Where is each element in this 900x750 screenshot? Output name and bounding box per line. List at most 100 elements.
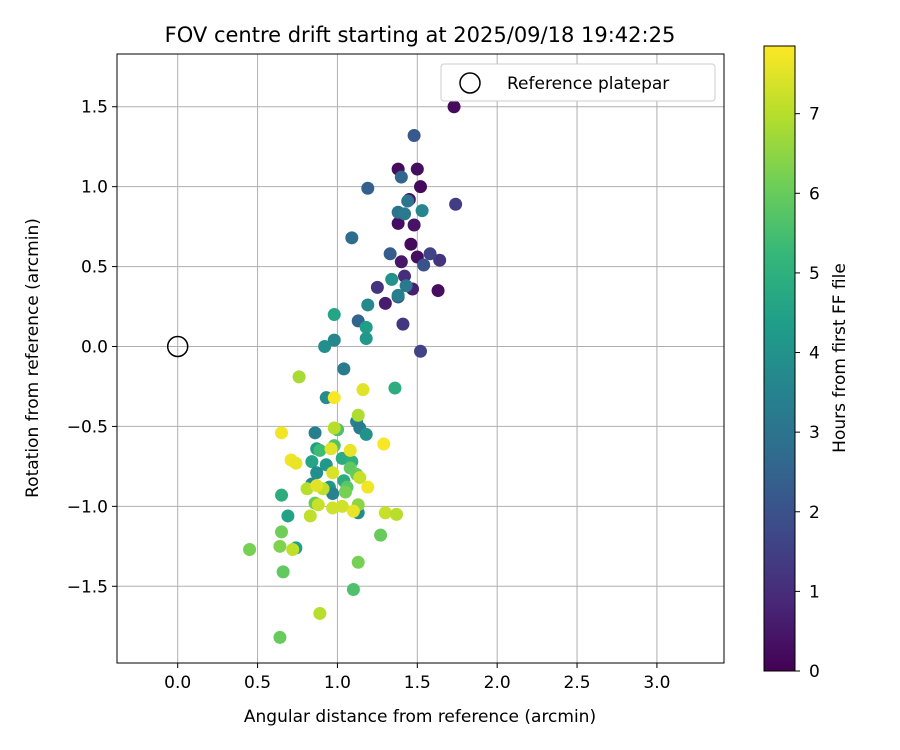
chart-title: FOV centre drift starting at 2025/09/18 … (165, 23, 676, 47)
data-point (407, 218, 421, 232)
data-point (447, 100, 461, 114)
colorbar-tick-label: 6 (809, 184, 820, 204)
data-point (394, 255, 408, 269)
data-point (286, 543, 300, 557)
data-point (361, 480, 375, 494)
data-point (327, 391, 341, 405)
data-point (385, 272, 399, 286)
data-point (361, 181, 375, 195)
data-point (311, 498, 325, 512)
x-axis-ticks: 0.0 0.5 1.0 1.5 2.0 2.5 3.0 (164, 663, 670, 693)
colorbar-tick-label: 4 (809, 344, 820, 364)
data-point (273, 630, 287, 644)
legend: Reference platepar (440, 63, 716, 102)
data-point (407, 129, 421, 143)
data-point (374, 528, 388, 542)
data-point (378, 506, 392, 520)
data-point (359, 427, 373, 441)
plot-frame (116, 53, 725, 664)
x-tick-label: 1.0 (324, 673, 351, 693)
data-point (370, 280, 384, 294)
data-point (359, 332, 373, 346)
data-point (414, 344, 427, 358)
data-point (353, 471, 367, 485)
colorbar-tick-label: 0 (809, 662, 820, 682)
data-point (327, 333, 341, 347)
data-point (398, 207, 412, 221)
x-tick-label: 3.0 (643, 673, 670, 693)
data-point (433, 253, 447, 267)
y-axis-label: Rotation from reference (arcmin) (23, 218, 43, 498)
y-tick-label: −1.0 (67, 497, 108, 517)
data-point (308, 426, 322, 440)
data-point (377, 437, 391, 451)
data-point (431, 284, 445, 298)
data-point (361, 298, 375, 312)
reference-marker (166, 335, 189, 358)
data-point (335, 499, 349, 513)
data-point (398, 269, 412, 283)
legend-label: Reference platepar (507, 74, 669, 94)
colorbar-tick-label: 3 (809, 423, 820, 443)
data-point (410, 162, 424, 176)
x-tick-label: 2.5 (564, 673, 591, 693)
y-tick-label: 0.0 (81, 338, 108, 358)
data-point (275, 525, 289, 539)
data-point (327, 421, 341, 435)
data-point (326, 487, 340, 501)
data-point (378, 296, 392, 310)
colorbar-ticks: 0 1 2 3 4 5 6 7 (795, 105, 820, 682)
data-point (351, 555, 365, 569)
data-point (404, 237, 418, 251)
x-axis-label: Angular distance from reference (arcmin) (244, 707, 596, 727)
data-point (390, 507, 404, 521)
colorbar-tick-label: 1 (809, 582, 820, 602)
y-tick-label: 1.5 (81, 98, 108, 118)
data-point (281, 509, 295, 523)
data-point (289, 456, 303, 470)
data-point (305, 455, 319, 469)
y-tick-label: 1.0 (81, 178, 108, 198)
y-tick-label: 0.5 (81, 258, 108, 278)
data-point (415, 204, 429, 218)
data-point (391, 288, 405, 302)
data-point (337, 362, 351, 376)
y-axis-ticks: −1.5 −1.0 −0.5 0.0 0.5 1.0 1.5 (67, 98, 117, 597)
data-point (345, 231, 359, 245)
colorbar-scale (763, 45, 796, 672)
data-point (326, 501, 340, 515)
data-point (351, 408, 365, 422)
data-point (292, 370, 306, 384)
data-point (449, 197, 463, 211)
data-point (359, 320, 373, 334)
data-point (414, 180, 427, 194)
data-point (324, 442, 338, 456)
data-point (423, 247, 437, 261)
data-point (326, 466, 340, 480)
data-point (343, 443, 357, 457)
data-point (318, 340, 332, 354)
data-point (275, 488, 289, 502)
data-point (338, 485, 352, 499)
x-tick-label: 0.5 (244, 673, 271, 693)
colorbar: 0 1 2 3 4 5 6 7 Hours from first FF file (763, 45, 850, 682)
data-point (394, 170, 408, 184)
colorbar-tick-label: 5 (809, 264, 820, 284)
x-tick-label: 2.0 (484, 673, 511, 693)
data-point (276, 565, 290, 579)
x-tick-label: 0.0 (164, 673, 191, 693)
y-tick-label: −1.5 (67, 577, 108, 597)
colorbar-tick-label: 7 (809, 105, 820, 125)
data-point (313, 443, 327, 457)
data-point (243, 543, 257, 557)
data-point (273, 539, 287, 553)
data-point (391, 216, 405, 230)
data-point (327, 308, 341, 322)
data-point (356, 383, 370, 397)
x-tick-label: 1.5 (404, 673, 431, 693)
data-point (399, 279, 413, 293)
legend-box (440, 63, 716, 102)
data-point (313, 606, 327, 620)
data-point (401, 194, 415, 208)
